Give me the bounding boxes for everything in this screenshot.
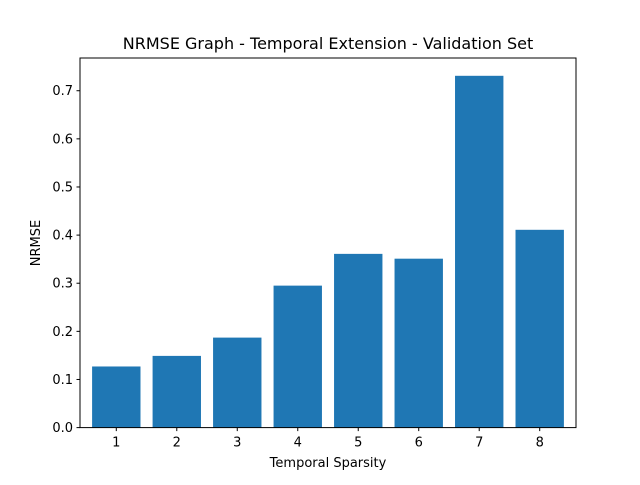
y-tick-label: 0.1 (52, 373, 73, 388)
bar-5 (334, 253, 383, 428)
x-tick-label: 4 (294, 436, 302, 451)
x-axis-label: Temporal Sparsity (269, 456, 387, 471)
x-tick-label: 6 (415, 436, 423, 451)
y-tick-label: 0.6 (52, 132, 73, 147)
bar-3 (213, 337, 262, 428)
x-tick-label: 2 (173, 436, 181, 451)
x-axis-ticks: 1 2 3 4 5 6 7 8 (112, 427, 544, 451)
y-tick-label: 0.0 (52, 421, 73, 436)
x-tick-label: 3 (233, 436, 241, 451)
y-axis-label: NRMSE (29, 220, 44, 266)
bar-1 (92, 366, 141, 428)
x-tick-label: 5 (354, 436, 362, 451)
y-tick-label: 0.2 (52, 325, 73, 340)
y-axis-ticks: 0.0 0.1 0.2 0.3 0.4 0.5 0.6 0.7 (52, 84, 80, 436)
y-tick-label: 0.7 (52, 84, 73, 99)
y-tick-label: 0.3 (52, 277, 73, 292)
bar-8 (515, 229, 564, 428)
x-tick-label: 1 (112, 436, 120, 451)
bar-7 (455, 75, 504, 428)
chart-title: NRMSE Graph - Temporal Extension - Valid… (123, 34, 533, 53)
y-tick-label: 0.5 (52, 180, 73, 195)
bar-2 (152, 355, 201, 428)
bar-4 (273, 285, 322, 428)
bar-6 (394, 258, 443, 428)
plot-frame (79, 57, 577, 429)
y-tick-label: 0.4 (52, 229, 73, 244)
x-tick-label: 7 (475, 436, 483, 451)
bars-group (92, 75, 564, 428)
x-tick-label: 8 (536, 436, 544, 451)
